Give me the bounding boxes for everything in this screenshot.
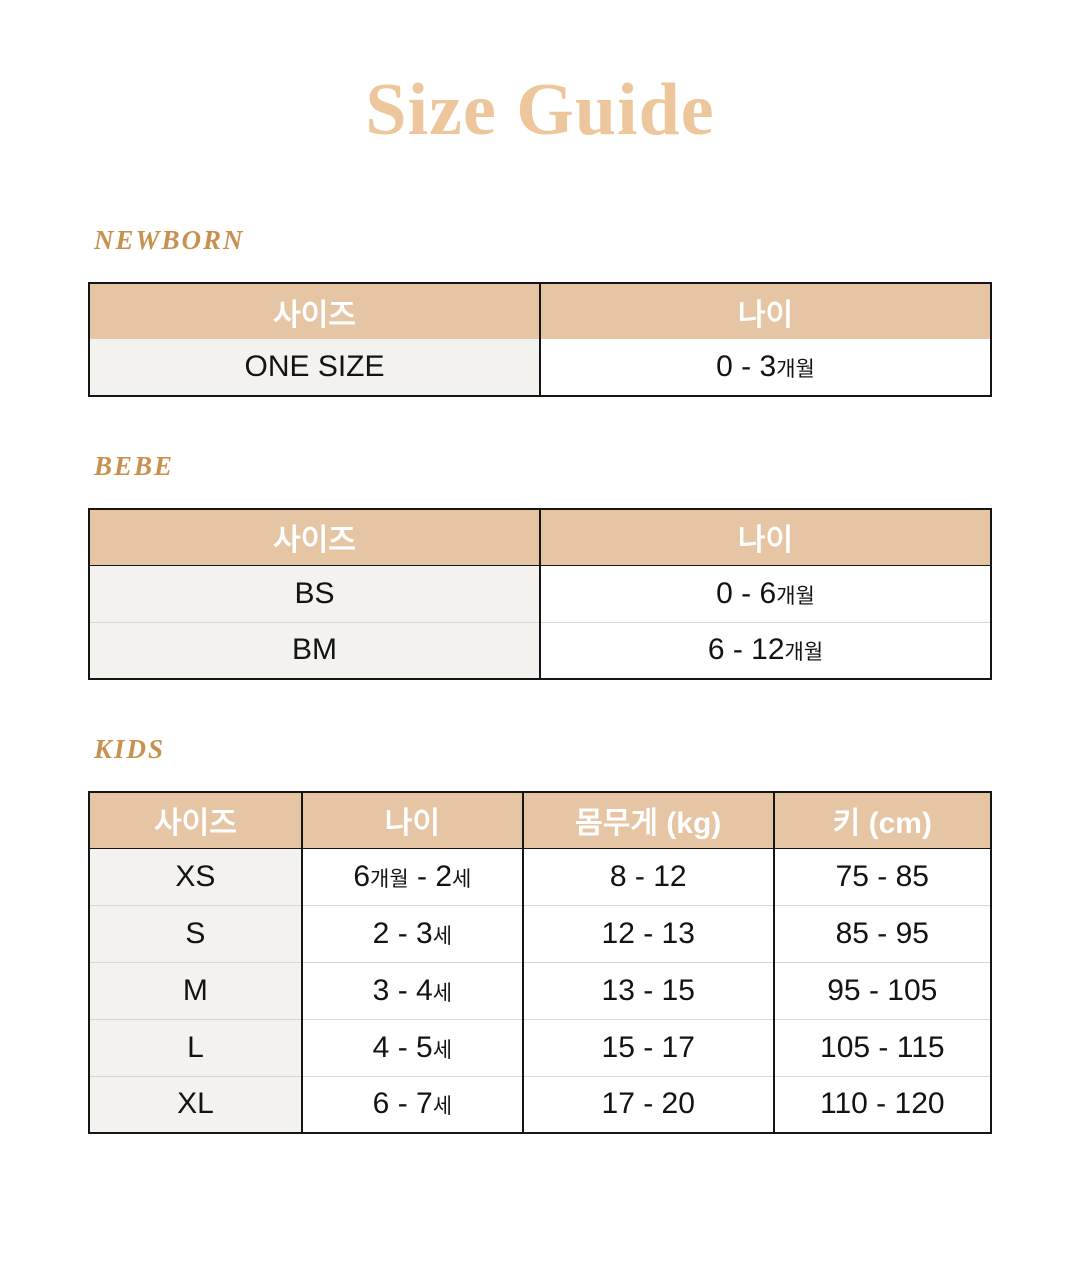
col-header-size: 사이즈 — [89, 792, 302, 849]
table-row: ONE SIZE 0 - 3개월 — [89, 339, 991, 397]
newborn-size-table: 사이즈 나이 ONE SIZE 0 - 3개월 — [88, 282, 992, 398]
page-title: Size Guide — [365, 69, 715, 151]
kids-size-table: 사이즈 나이 몸무게 (kg) 키 (cm) XS 6개월 - 2세 8 - 1… — [88, 791, 992, 1135]
unit-label: 개월 — [776, 358, 815, 382]
table-header-row: 사이즈 나이 — [89, 509, 991, 566]
col-header-height: 키 (cm) — [772, 792, 991, 849]
unit-label: 개월 — [776, 584, 815, 608]
age-cell: 6 - 7세 — [300, 1075, 523, 1134]
weight-cell: 8 - 12 — [521, 848, 774, 906]
table-row: XS 6개월 - 2세 8 - 12 75 - 85 — [89, 848, 991, 906]
unit-label: 세 — [432, 924, 453, 948]
age-cell: 6개월 - 2세 — [300, 848, 523, 906]
unit-label: 세 — [432, 1095, 453, 1119]
table-row: L 4 - 5세 15 - 17 105 - 115 — [89, 1018, 991, 1077]
size-cell: XL — [89, 1075, 302, 1134]
table-row: S 2 - 3세 12 - 13 85 - 95 — [89, 904, 991, 963]
bebe-size-table: 사이즈 나이 BS 0 - 6개월 BM 6 - 12개월 — [88, 508, 992, 681]
table-row: XL 6 - 7세 17 - 20 110 - 120 — [89, 1075, 991, 1134]
table-header-row: 사이즈 나이 몸무게 (kg) 키 (cm) — [89, 792, 991, 849]
col-header-size: 사이즈 — [89, 509, 540, 566]
unit-label: 개월 — [370, 867, 409, 891]
weight-cell: 13 - 15 — [521, 961, 774, 1020]
age-cell: 3 - 4세 — [300, 961, 523, 1020]
bebe-heading: BEBE — [94, 451, 175, 482]
col-header-size: 사이즈 — [89, 283, 540, 340]
height-cell: 75 - 85 — [772, 848, 991, 906]
size-cell: M — [89, 961, 302, 1020]
table-row: BM 6 - 12개월 — [89, 621, 991, 680]
age-cell: 2 - 3세 — [300, 904, 523, 963]
weight-cell: 17 - 20 — [521, 1075, 774, 1134]
age-cell: 0 - 6개월 — [539, 565, 991, 623]
size-cell: S — [89, 904, 302, 963]
size-cell: ONE SIZE — [89, 339, 540, 397]
size-cell: XS — [89, 848, 302, 906]
size-cell: L — [89, 1018, 302, 1077]
section-kids: KIDS 사이즈 나이 몸무게 (kg) 키 (cm) XS 6개월 - 2세 … — [88, 734, 992, 1135]
height-cell: 95 - 105 — [772, 961, 991, 1020]
height-cell: 110 - 120 — [772, 1075, 991, 1134]
section-bebe: BEBE 사이즈 나이 BS 0 - 6개월 BM 6 - 12개월 — [88, 451, 992, 681]
table-row: BS 0 - 6개월 — [89, 565, 991, 623]
weight-cell: 15 - 17 — [521, 1018, 774, 1077]
size-guide-page: Size Guide NEWBORN 사이즈 나이 ONE SIZE 0 - 3… — [88, 69, 992, 1135]
col-header-age: 나이 — [539, 283, 991, 340]
unit-label: 세 — [432, 1038, 453, 1062]
table-row: M 3 - 4세 13 - 15 95 - 105 — [89, 961, 991, 1020]
height-cell: 85 - 95 — [772, 904, 991, 963]
unit-label: 개월 — [784, 641, 824, 665]
col-header-age: 나이 — [300, 792, 523, 849]
size-cell: BS — [89, 565, 540, 623]
size-cell: BM — [89, 621, 540, 680]
col-header-weight: 몸무게 (kg) — [521, 792, 774, 849]
weight-cell: 12 - 13 — [521, 904, 774, 963]
age-cell: 0 - 3개월 — [539, 339, 991, 397]
newborn-heading: NEWBORN — [94, 225, 245, 256]
unit-label: 세 — [452, 867, 472, 891]
age-cell: 4 - 5세 — [300, 1018, 523, 1077]
kids-heading: KIDS — [94, 734, 166, 765]
col-header-age: 나이 — [539, 509, 991, 566]
age-cell: 6 - 12개월 — [539, 621, 991, 680]
section-newborn: NEWBORN 사이즈 나이 ONE SIZE 0 - 3개월 — [88, 225, 992, 398]
table-header-row: 사이즈 나이 — [89, 283, 991, 340]
height-cell: 105 - 115 — [772, 1018, 991, 1077]
unit-label: 세 — [432, 981, 453, 1005]
